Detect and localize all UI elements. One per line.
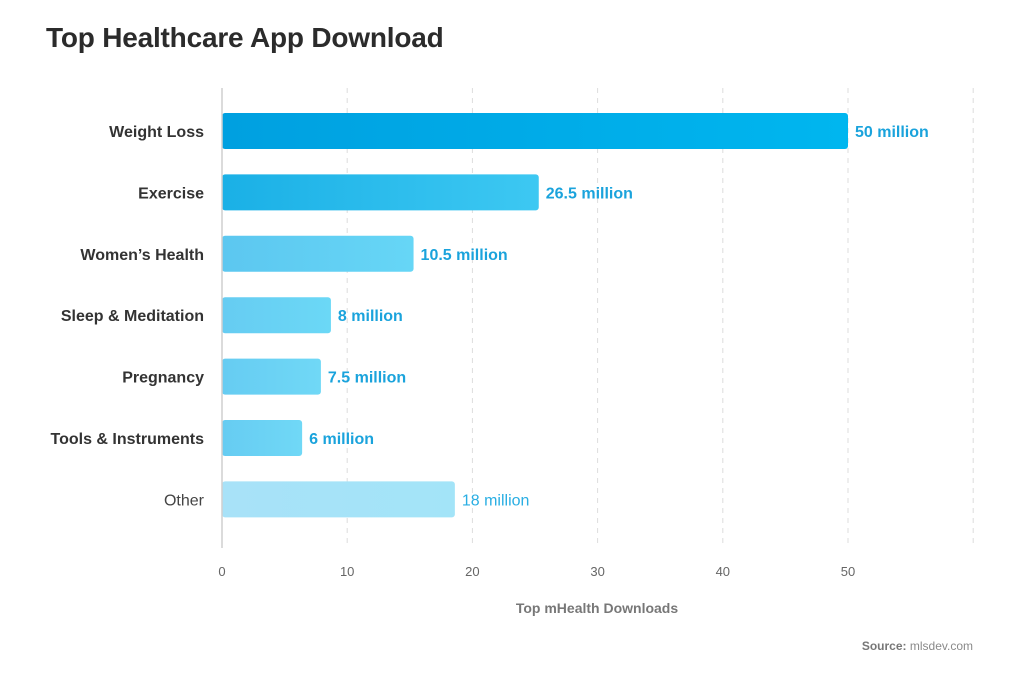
bar <box>222 481 455 518</box>
value-label: 50 million <box>855 124 929 141</box>
source-note: Source: mlsdev.com <box>862 639 973 653</box>
bars: Weight Loss 50 million Exercise 26.5 millio… <box>51 113 929 518</box>
x-axis-ticks: 0 10 20 30 40 50 <box>218 564 855 579</box>
tick-label: 30 <box>590 564 604 579</box>
bar <box>222 420 303 456</box>
category-label: Sleep & Meditation <box>61 308 204 325</box>
tick-label: 40 <box>716 564 730 579</box>
value-label: 10.5 million <box>421 247 508 264</box>
bar <box>222 297 331 334</box>
category-label: Women’s Health <box>80 247 204 264</box>
tick-label: 0 <box>218 564 225 579</box>
tick-label: 20 <box>465 564 479 579</box>
category-label: Pregnancy <box>122 370 204 387</box>
source-value: mlsdev.com <box>909 639 973 653</box>
value-label: 7.5 million <box>328 370 406 387</box>
tick-label: 50 <box>841 564 855 579</box>
source-label: Source: <box>861 639 907 653</box>
category-label: Other <box>164 492 205 509</box>
value-label: 6 million <box>309 431 374 448</box>
tick-label: 10 <box>340 564 354 579</box>
grid-lines <box>346 88 974 548</box>
category-label: Exercise <box>138 185 204 202</box>
value-label: 18 million <box>462 492 530 509</box>
bar <box>222 235 414 272</box>
category-label: Weight Loss <box>109 124 204 141</box>
value-label: 8 million <box>338 308 403 325</box>
value-label: 26.5 million <box>546 185 633 202</box>
bar <box>222 358 321 395</box>
category-label: Tools & Instruments <box>51 431 205 448</box>
bar <box>222 113 848 149</box>
x-axis-title: Top mHealth Downloads <box>516 600 679 616</box>
chart-title: Top Healthcare App Download <box>46 22 444 53</box>
bar <box>222 174 539 211</box>
